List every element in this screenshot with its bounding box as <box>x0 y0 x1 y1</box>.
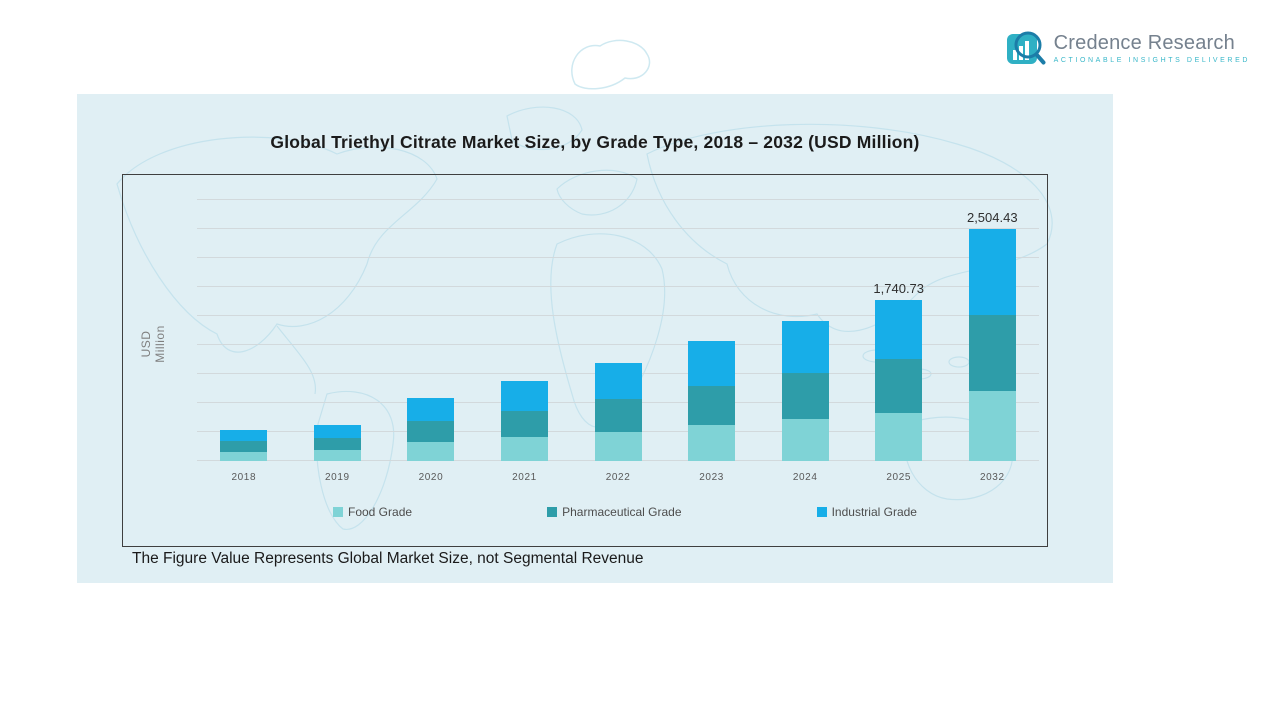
bar-segment-pharmaceutical-grade-2024 <box>781 372 829 419</box>
map-fragment-decoration <box>571 39 651 90</box>
credence-research-logo: Credence Research Actionable Insights De… <box>1006 28 1250 68</box>
bar-group-2032: 2,504.43 2032 <box>946 199 1040 483</box>
logo-name: Credence Research <box>1053 32 1235 54</box>
bar-segment-industrial-grade-2021 <box>500 380 548 411</box>
bar-group-2020: 2020 <box>384 199 478 483</box>
bar-segment-industrial-grade-2024 <box>781 320 829 373</box>
bar-segment-food-grade-2022 <box>594 431 642 461</box>
legend-label-food-grade: Food Grade <box>348 505 413 519</box>
y-axis-label: USD Million <box>139 325 167 363</box>
logo-tagline: Actionable Insights Delivered <box>1053 57 1250 64</box>
bar-segment-food-grade-2024 <box>781 418 829 461</box>
bar-value-label-2025: 1,740.73 <box>873 280 925 296</box>
bar-segment-food-grade-2018 <box>220 451 268 461</box>
bar-segment-food-grade-2023 <box>688 425 736 461</box>
bar-group-2021: 2021 <box>478 199 572 483</box>
bar-segment-pharmaceutical-grade-2032 <box>968 314 1016 392</box>
bar-segment-industrial-grade-2032 <box>968 229 1016 315</box>
bar-segment-industrial-grade-2023 <box>688 341 736 386</box>
bar-segment-food-grade-2025 <box>875 412 923 461</box>
bar-segment-food-grade-2020 <box>407 442 455 461</box>
bar-segment-pharmaceutical-grade-2022 <box>594 399 642 432</box>
bar-2018 <box>220 429 268 461</box>
x-tick-2023: 2023 <box>699 472 724 483</box>
bar-segment-pharmaceutical-grade-2023 <box>688 385 736 426</box>
footnote: The Figure Value Represents Global Marke… <box>132 550 644 567</box>
legend-item-industrial-grade: Industrial Grade <box>816 505 917 519</box>
legend-swatch-food-grade <box>333 507 343 517</box>
bar-value-label-2032: 2,504.43 <box>966 210 1018 226</box>
bar-segment-pharmaceutical-grade-2021 <box>500 410 548 437</box>
chart-panel: Global Triethyl Citrate Market Size, by … <box>77 94 1113 583</box>
logo-text: Credence Research Actionable Insights De… <box>1054 32 1250 64</box>
bar-group-2025: 1,740.73 2025 <box>852 199 946 483</box>
bar-group-2023: 2023 <box>665 199 759 483</box>
bar-segment-pharmaceutical-grade-2018 <box>220 441 268 452</box>
bar-2022 <box>594 362 642 461</box>
x-tick-2019: 2019 <box>325 472 350 483</box>
x-tick-2018: 2018 <box>231 472 257 483</box>
bar-segment-industrial-grade-2018 <box>220 429 268 442</box>
bar-2019 <box>313 424 361 461</box>
bar-segment-pharmaceutical-grade-2025 <box>875 359 923 413</box>
bar-group-2024: 2024 <box>758 199 852 483</box>
bar-2024 <box>781 320 829 461</box>
x-tick-2022: 2022 <box>605 472 631 483</box>
bar-segment-food-grade-2021 <box>500 437 548 461</box>
x-tick-2020: 2020 <box>418 472 444 483</box>
bar-segment-food-grade-2032 <box>968 391 1016 461</box>
chart-area: USD Million 2018 2019 2020 2021 2022 2023 2024… <box>122 174 1048 547</box>
legend-label-industrial-grade: Industrial Grade <box>831 505 917 519</box>
bar-2020 <box>407 398 455 461</box>
bar-2023 <box>688 341 736 461</box>
bar-segment-industrial-grade-2025 <box>875 299 923 360</box>
bar-segment-food-grade-2019 <box>313 450 361 461</box>
bar-group-2022: 2022 <box>571 199 665 483</box>
bar-segment-pharmaceutical-grade-2019 <box>313 438 361 451</box>
bar-segment-industrial-grade-2019 <box>313 424 361 439</box>
bar-2025 <box>875 299 923 461</box>
x-tick-2021: 2021 <box>512 472 537 483</box>
bars-container: 2018 2019 2020 2021 2022 2023 2024 1,740.73 2025… <box>197 199 1040 483</box>
plot-area: 2018 2019 2020 2021 2022 2023 2024 1,740.73 2025… <box>197 199 1040 483</box>
bar-group-2019: 2019 <box>291 199 385 483</box>
legend-swatch-pharmaceutical-grade <box>547 507 558 517</box>
x-tick-2025: 2025 <box>886 472 912 483</box>
bar-segment-industrial-grade-2022 <box>594 362 642 400</box>
x-tick-2024: 2024 <box>792 472 818 483</box>
bar-segment-industrial-grade-2020 <box>407 398 455 422</box>
legend-swatch-industrial-grade <box>816 507 827 517</box>
legend-item-pharmaceutical-grade: Pharmaceutical Grade <box>547 505 682 519</box>
x-tick-2032: 2032 <box>979 472 1005 483</box>
bar-chart-magnifier-icon <box>1006 31 1046 65</box>
chart-title: Global Triethyl Citrate Market Size, by … <box>270 132 920 152</box>
bar-2032 <box>968 229 1016 461</box>
bar-segment-pharmaceutical-grade-2020 <box>407 421 455 443</box>
bar-group-2018: 2018 <box>197 199 291 483</box>
legend: Food Grade Pharmaceutical Grade Industrial… <box>333 505 917 519</box>
legend-label-pharmaceutical-grade: Pharmaceutical Grade <box>562 505 682 519</box>
legend-item-food-grade: Food Grade <box>333 505 412 519</box>
bar-2021 <box>500 380 548 461</box>
